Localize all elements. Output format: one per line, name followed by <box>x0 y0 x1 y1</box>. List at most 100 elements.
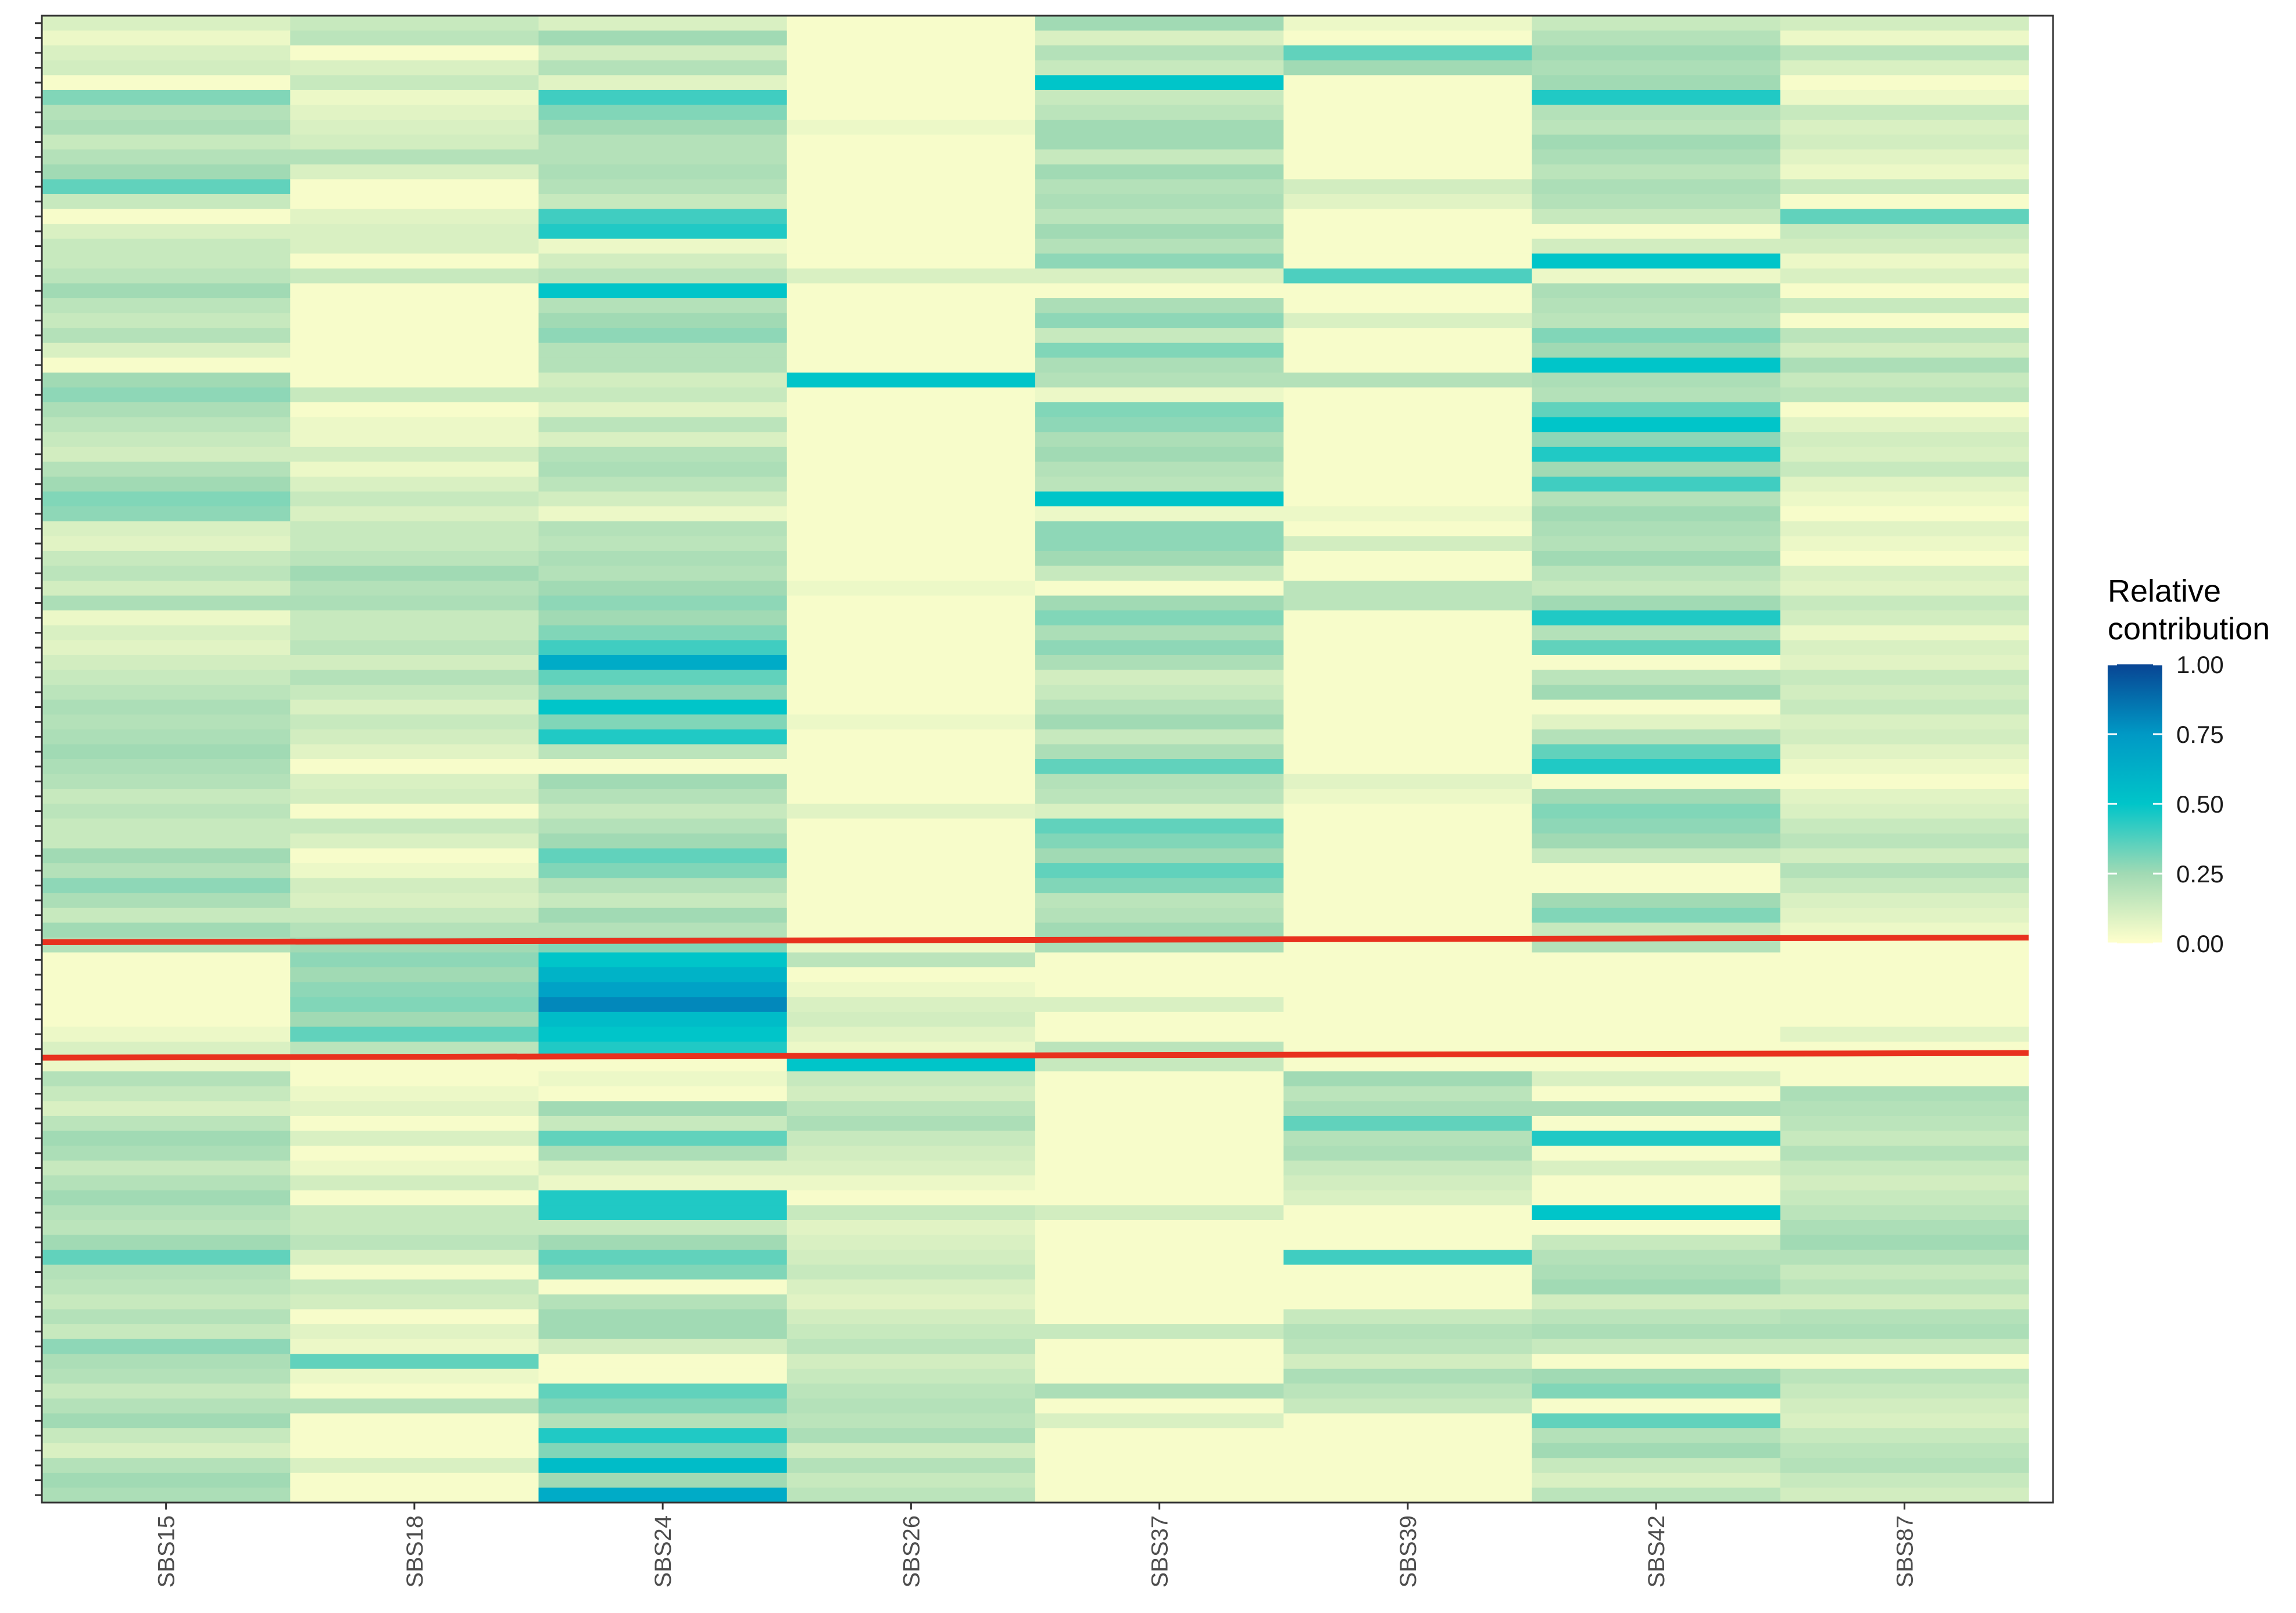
heatmap-cell <box>786 907 1036 923</box>
heatmap-cell <box>1035 209 1284 224</box>
heatmap-cell <box>1283 1428 1533 1444</box>
heatmap-cell <box>290 789 539 804</box>
heatmap-cell <box>290 1428 539 1444</box>
heatmap-cell <box>290 1115 539 1132</box>
heatmap-cell <box>538 699 788 715</box>
heatmap-cell <box>42 1324 291 1340</box>
heatmap-cell <box>538 818 788 834</box>
heatmap-cell <box>1532 550 1781 567</box>
heatmap-cell <box>786 120 1036 135</box>
heatmap-cell <box>538 610 788 626</box>
heatmap-cell <box>290 521 539 537</box>
heatmap-cell <box>1035 1086 1284 1101</box>
heatmap-cell <box>42 1205 291 1221</box>
heatmap-cell <box>538 342 788 358</box>
heatmap-cell <box>1780 387 2029 403</box>
heatmap-cell <box>538 595 788 611</box>
heatmap-cell <box>538 789 788 804</box>
heatmap-cell <box>1532 328 1781 344</box>
heatmap-cell <box>1780 997 2029 1013</box>
heatmap-cell <box>1283 1309 1533 1325</box>
heatmap-cell <box>1780 298 2029 314</box>
heatmap-cell <box>1035 1056 1284 1072</box>
heatmap-cell <box>290 209 539 224</box>
heatmap-cell <box>42 1086 291 1101</box>
heatmap-cell <box>1035 417 1284 432</box>
heatmap-cell <box>1532 357 1781 373</box>
heatmap-cell <box>42 432 291 448</box>
heatmap-cell <box>290 1279 539 1295</box>
x-tick-label-sbs15: SBS15 <box>154 1515 180 1588</box>
heatmap-cell <box>538 1339 788 1354</box>
heatmap-cell <box>538 1190 788 1206</box>
heatmap-cell <box>290 75 539 91</box>
heatmap-cell <box>538 1354 788 1369</box>
x-tick-label-sbs37: SBS37 <box>1147 1515 1173 1588</box>
heatmap-cell <box>786 194 1036 210</box>
heatmap-cell <box>1780 134 2029 150</box>
heatmap-cell <box>1532 848 1781 864</box>
heatmap-cell <box>538 105 788 120</box>
heatmap-cell <box>538 1027 788 1042</box>
heatmap-cell <box>538 30 788 46</box>
heatmap-cell <box>42 967 291 983</box>
heatmap-cell <box>1780 1309 2029 1325</box>
heatmap-cell <box>786 417 1036 432</box>
heatmap-cell <box>1780 744 2029 760</box>
heatmap-cell <box>1532 120 1781 135</box>
heatmap-cell <box>1780 789 2029 804</box>
heatmap-cell <box>786 16 1036 31</box>
heatmap-cell <box>290 194 539 210</box>
heatmap-cell <box>42 1279 291 1295</box>
heatmap-cell <box>1780 655 2029 671</box>
heatmap-cell <box>786 446 1036 462</box>
heatmap-cell <box>786 729 1036 745</box>
heatmap-cell <box>1283 625 1533 641</box>
heatmap-cell <box>1532 268 1781 284</box>
heatmap-cell <box>1780 1071 2029 1087</box>
heatmap-cell <box>786 1398 1036 1414</box>
heatmap-cell <box>1780 1190 2029 1206</box>
heatmap-cell <box>1035 1205 1284 1221</box>
heatmap-cell <box>1035 1011 1284 1028</box>
heatmap-cell <box>1283 1458 1533 1473</box>
heatmap-cell <box>786 313 1036 328</box>
heatmap-cell <box>1035 224 1284 239</box>
heatmap-cell <box>786 298 1036 314</box>
heatmap-cell <box>1035 714 1284 730</box>
heatmap-cell <box>1035 1264 1284 1280</box>
heatmap-cell <box>1780 1368 2029 1384</box>
heatmap-cell <box>1532 1428 1781 1444</box>
heatmap-cell <box>1035 105 1284 120</box>
heatmap-cell <box>1035 566 1284 581</box>
heatmap-cell <box>42 744 291 760</box>
heatmap-cell <box>786 536 1036 552</box>
heatmap-cell <box>1035 878 1284 893</box>
heatmap-cell <box>42 550 291 567</box>
heatmap-cell <box>1035 1160 1284 1176</box>
heatmap-cell <box>42 506 291 522</box>
heatmap-cell <box>1780 982 2029 997</box>
heatmap-cell <box>290 878 539 893</box>
heatmap-cell <box>1532 298 1781 314</box>
heatmap-cell <box>1035 60 1284 76</box>
heatmap-cell <box>1532 224 1781 239</box>
heatmap-cell <box>1532 313 1781 328</box>
heatmap-cell <box>1780 432 2029 448</box>
heatmap-cell <box>42 164 291 180</box>
heatmap-cell <box>290 1131 539 1146</box>
heatmap-cell <box>1035 476 1284 492</box>
heatmap-cell <box>786 1027 1036 1042</box>
heatmap-cell <box>1532 1279 1781 1295</box>
heatmap-cell <box>1283 1250 1533 1265</box>
heatmap-cell <box>1532 476 1781 492</box>
heatmap-cell <box>538 774 788 789</box>
heatmap-cell <box>1035 848 1284 864</box>
heatmap-cell <box>42 105 291 120</box>
heatmap-cell <box>786 922 1036 938</box>
heatmap-cell <box>42 313 291 328</box>
heatmap-cell <box>786 521 1036 537</box>
heatmap-cell <box>786 581 1036 596</box>
heatmap-cell <box>1283 446 1533 462</box>
heatmap-cell <box>1780 967 2029 983</box>
